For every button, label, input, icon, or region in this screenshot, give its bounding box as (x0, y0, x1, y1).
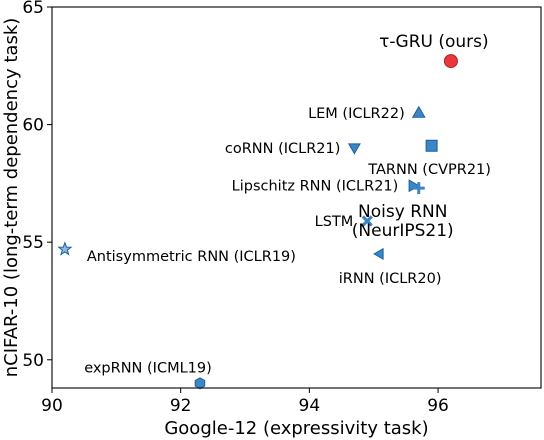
x-tick-label: 90 (41, 396, 63, 416)
marker-triangle-left (373, 247, 384, 260)
marker-square (425, 139, 438, 152)
markers-layer (57, 54, 458, 390)
point-label: LSTM (315, 214, 354, 230)
point-label: iRNN (ICLR20) (339, 271, 442, 287)
point-label: expRNN (ICML19) (84, 360, 212, 376)
marker-circle (443, 54, 458, 69)
marker-hexagon (194, 377, 206, 390)
y-tick-label: 50 (22, 351, 44, 371)
point-label: TARNN (CVPR21) (367, 162, 491, 178)
plot-frame (51, 6, 542, 389)
marker-star (57, 241, 73, 256)
x-tick-label: 94 (299, 396, 321, 416)
y-tick-label: 55 (22, 233, 44, 253)
x-axis-label: Google-12 (expressivity task) (164, 418, 428, 439)
x-tick-label: 96 (427, 396, 449, 416)
point-label: coRNN (ICLR21) (225, 141, 341, 157)
point-label: LEM (ICLR22) (308, 106, 405, 122)
point-label: Noisy RNN (NeurIPS21) (352, 202, 454, 241)
marker-x (361, 215, 373, 227)
point-label: Antisymmetric RNN (ICLR19) (87, 249, 296, 265)
y-tick-label: 60 (22, 116, 44, 136)
marker-triangle-up (411, 105, 426, 118)
x-axis: 90 92 94 96 (41, 388, 449, 416)
point-labels-layer: τ-GRU (ours) LEM (ICLR22) coRNN (ICLR21) TA… (84, 32, 491, 376)
x-tick-label: 92 (170, 396, 192, 416)
y-axis: 50 55 60 65 (22, 0, 52, 371)
marker-plus (412, 182, 425, 195)
y-axis-label: nCIFAR-10 (long-term dependency task) (1, 18, 22, 378)
point-label: Lipschitz RNN (ICLR21) (232, 179, 399, 195)
y-tick-label: 65 (22, 0, 44, 18)
marker-triangle-down (347, 143, 361, 155)
point-label: τ-GRU (ours) (379, 32, 489, 52)
